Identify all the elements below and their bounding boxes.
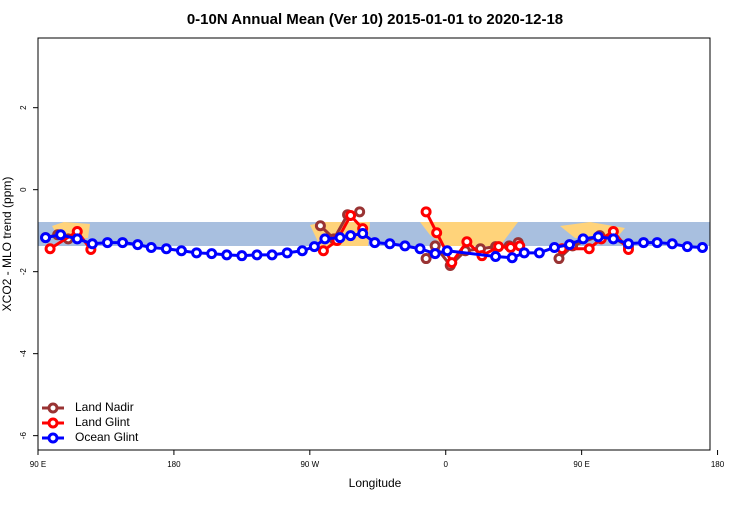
y-axis-label: XCO2 - MLO trend (ppm) [0,177,14,312]
point [384,238,396,250]
point [206,248,218,260]
legend-label: Land Glint [75,415,130,429]
x-tick-label: 90 E [573,460,589,469]
point [132,239,144,251]
point [607,233,619,245]
x-tick-label: 90 W [300,460,319,469]
land [420,222,518,246]
x-tick-label: 180 [711,460,725,469]
y-tick-label: 0 [19,187,28,192]
point [446,257,458,269]
point [441,245,453,257]
point [518,247,530,259]
point [564,239,576,251]
point [175,245,187,257]
x-tick-label: 0 [444,460,449,469]
point [369,237,381,249]
y-tick-label: -6 [19,432,28,440]
point [251,249,263,261]
point [319,233,331,245]
x-axis-label: Longitude [349,476,402,490]
point [638,237,650,249]
point [314,220,326,232]
point [191,247,203,259]
point [266,249,278,261]
point [357,228,369,240]
point [101,237,113,249]
point [236,250,248,262]
legend-label: Ocean Glint [75,430,139,444]
point [533,247,545,259]
point [354,206,366,218]
point [505,241,517,253]
point [651,237,663,249]
point [461,236,473,248]
point [420,206,432,218]
y-tick-label: 2 [19,105,28,110]
point [44,243,56,255]
point [622,238,634,250]
point [696,241,708,253]
legend-label: Land Nadir [75,400,134,414]
point [221,249,233,261]
point [592,231,604,243]
point [86,238,98,250]
point [296,245,308,257]
point [583,243,595,255]
x-tick-label: 90 E [30,460,46,469]
legend-marker [47,432,59,444]
point [553,253,565,265]
x-tick-label: 180 [167,460,181,469]
point [334,232,346,244]
legend-marker [47,417,59,429]
point [429,248,441,260]
point [414,243,426,255]
point [490,251,502,263]
point [420,253,432,265]
point [548,241,560,253]
plot-frame [37,37,711,451]
point [506,252,518,264]
point [681,241,693,253]
point [160,243,172,255]
point [71,233,83,245]
point [317,245,329,257]
point [281,247,293,259]
point [399,240,411,252]
point [145,241,157,253]
legend-marker [47,402,59,414]
point [493,241,505,253]
chart-title: 0-10N Annual Mean (Ver 10) 2015-01-01 to… [187,11,563,28]
point [345,210,357,222]
point [308,241,320,253]
point [431,227,443,239]
y-tick-label: -4 [19,350,28,358]
y-tick-label: -2 [19,268,28,276]
point [666,238,678,250]
point [117,237,129,249]
point [55,229,67,241]
point [40,232,52,244]
point [345,230,357,242]
point [577,233,589,245]
